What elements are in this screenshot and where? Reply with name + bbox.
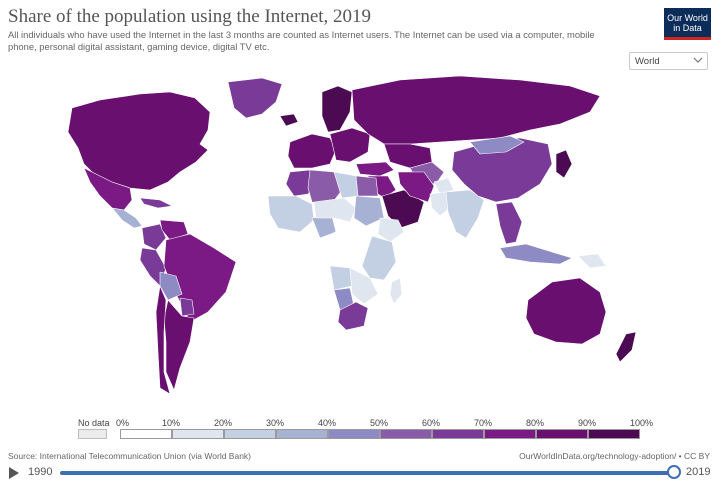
play-icon[interactable] xyxy=(9,467,19,479)
region-greenland[interactable] xyxy=(227,77,283,119)
region-australia[interactable] xyxy=(525,277,607,345)
legend-tick-label: 90% xyxy=(578,418,597,428)
legend-nodata-label: No data xyxy=(78,418,110,428)
region-mongolia[interactable] xyxy=(469,135,525,155)
chevron-down-icon xyxy=(693,57,703,63)
world-map[interactable] xyxy=(0,72,720,412)
legend-bin[interactable] xyxy=(172,429,224,439)
legend-tick-label: 20% xyxy=(214,418,233,428)
timeline-handle[interactable] xyxy=(667,465,681,479)
region-northern-europe[interactable] xyxy=(321,85,353,133)
source-note: Source: International Telecommunication … xyxy=(8,451,252,461)
legend-tick-label: 0% xyxy=(116,418,130,428)
region-turkey[interactable] xyxy=(355,161,395,177)
region-new-zealand[interactable] xyxy=(615,331,637,363)
legend-tick-label: 80% xyxy=(526,418,545,428)
region-north-america[interactable] xyxy=(67,91,211,191)
region-paraguay[interactable] xyxy=(179,297,195,317)
logo-line1: Our World xyxy=(667,13,708,23)
region-east-africa[interactable] xyxy=(361,235,397,281)
owid-url[interactable]: OurWorldInData.org/technology-adoption/ … xyxy=(519,451,710,461)
region-indonesia[interactable] xyxy=(499,243,573,265)
legend-tick-label: 100% xyxy=(630,418,654,428)
region-japan[interactable] xyxy=(555,149,573,179)
legend-bin[interactable] xyxy=(588,429,640,439)
owid-logo[interactable]: Our World in Data xyxy=(664,8,711,40)
legend-nodata-swatch[interactable] xyxy=(78,429,107,439)
region-papua-new-guinea[interactable] xyxy=(577,253,607,269)
legend-tick-label: 50% xyxy=(370,418,389,428)
legend-tick-label: 10% xyxy=(162,418,181,428)
region-southern-africa[interactable] xyxy=(349,267,379,305)
region-ethiopia[interactable] xyxy=(377,217,405,243)
color-legend: No data 0% 10% 20% 30% 40% 50% 60% 70% 80% 90% 100… xyxy=(0,416,720,444)
region-central-america[interactable] xyxy=(111,207,143,229)
region-sahel[interactable] xyxy=(313,197,357,223)
region-egypt[interactable] xyxy=(355,175,379,197)
region-india[interactable] xyxy=(445,189,485,239)
legend-tick-label: 70% xyxy=(474,418,493,428)
region-select-value: World xyxy=(635,56,660,67)
timeline-track-fill xyxy=(60,471,674,475)
region-madagascar[interactable] xyxy=(389,277,403,305)
region-colombia[interactable] xyxy=(141,223,167,251)
legend-bin[interactable] xyxy=(536,429,588,439)
legend-bin[interactable] xyxy=(432,429,484,439)
region-southeast-asia[interactable] xyxy=(495,201,523,245)
region-iran[interactable] xyxy=(397,171,435,203)
region-sudan[interactable] xyxy=(353,195,385,227)
region-iceland[interactable] xyxy=(279,113,299,127)
timeline-start-year: 1990 xyxy=(28,466,53,478)
region-saudi-arabia[interactable] xyxy=(381,189,425,229)
legend-tick-label: 60% xyxy=(422,418,441,428)
region-select[interactable]: World xyxy=(629,52,708,70)
region-chile[interactable] xyxy=(155,285,171,395)
region-western-europe[interactable] xyxy=(287,133,337,169)
chart-subtitle: All individuals who have used the Intern… xyxy=(8,29,595,52)
legend-bin[interactable] xyxy=(328,429,380,439)
legend-bin[interactable] xyxy=(120,429,172,439)
legend-tick-label: 30% xyxy=(266,418,285,428)
legend-tick-label: 40% xyxy=(318,418,337,428)
timeline[interactable]: 1990 2019 xyxy=(0,462,720,484)
legend-bin[interactable] xyxy=(484,429,536,439)
legend-bin[interactable] xyxy=(224,429,276,439)
legend-bin[interactable] xyxy=(276,429,328,439)
chart-title: Share of the population using the Intern… xyxy=(8,6,372,27)
region-russia[interactable] xyxy=(351,75,601,145)
legend-bin[interactable] xyxy=(380,429,432,439)
region-eastern-europe[interactable] xyxy=(329,127,371,163)
region-angola[interactable] xyxy=(329,265,353,291)
region-afghanistan[interactable] xyxy=(433,177,455,195)
region-west-africa[interactable] xyxy=(267,195,315,233)
logo-line2: in Data xyxy=(673,23,702,33)
region-caribbean[interactable] xyxy=(139,197,173,209)
timeline-end-year: 2019 xyxy=(686,466,711,478)
region-bolivia[interactable] xyxy=(159,271,183,301)
region-south-africa[interactable] xyxy=(337,301,369,331)
region-argentina[interactable] xyxy=(163,299,195,391)
